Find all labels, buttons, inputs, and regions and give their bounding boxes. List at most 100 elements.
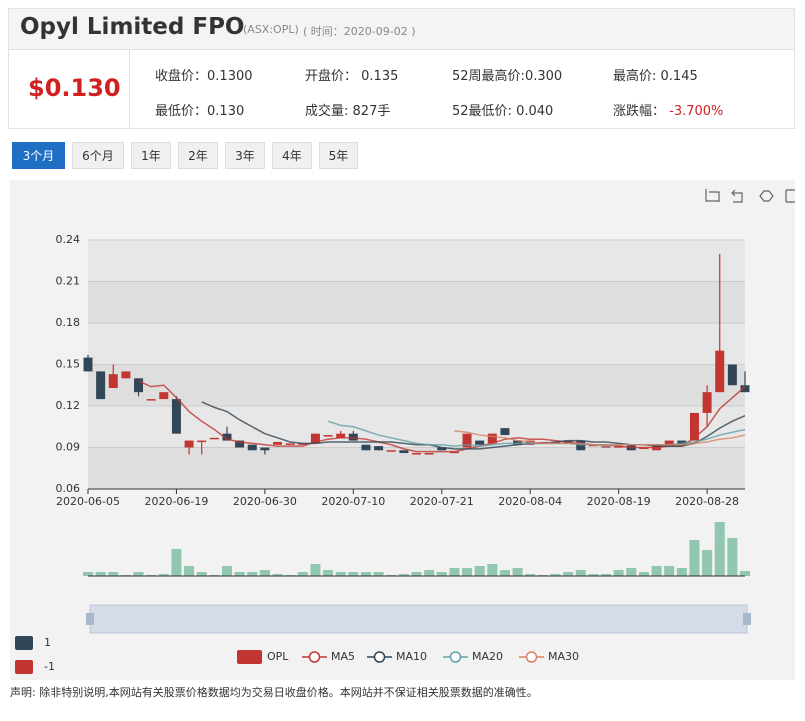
- candle-body: [260, 447, 270, 451]
- volume-bar: [221, 566, 232, 576]
- candle-body: [336, 433, 346, 438]
- volume-bar: [272, 574, 283, 576]
- candle-body: [664, 440, 674, 447]
- candle-body: [386, 450, 396, 452]
- candle-body: [273, 441, 283, 445]
- volume-bar: [373, 572, 384, 576]
- candle-body: [184, 440, 194, 448]
- volume-bar: [449, 568, 460, 576]
- candle-body: [83, 357, 93, 372]
- stat-label: 收盘价：: [155, 69, 208, 84]
- volume-bar: [638, 572, 649, 576]
- candle-body: [475, 440, 485, 445]
- volume-bar: [83, 572, 93, 576]
- candle-body: [399, 450, 409, 454]
- candle-body: [96, 371, 106, 400]
- volume-bar: [398, 574, 409, 576]
- stat-label: 52最低价:: [452, 104, 512, 119]
- volume-bar: [702, 550, 713, 576]
- x-tick-label: 2020-07-10: [321, 495, 385, 508]
- candle-body: [285, 443, 295, 445]
- volume-bar: [575, 570, 586, 576]
- tab[interactable]: 4年: [272, 142, 312, 169]
- stat-label: 开盘价：: [305, 69, 358, 84]
- stat-value: -3.700%: [665, 104, 724, 119]
- volume-bar: [411, 572, 422, 576]
- tab[interactable]: 6个月: [72, 142, 124, 169]
- volume-bar: [613, 570, 624, 576]
- stat-value: 0.1300: [207, 69, 253, 84]
- stat-label: 52周最高价:: [452, 69, 525, 84]
- candle-body: [487, 433, 497, 444]
- volume-bar: [714, 522, 725, 576]
- legend-swatch: [237, 650, 262, 664]
- visual-map-label: 1: [44, 636, 51, 649]
- candle-body: [197, 440, 207, 443]
- candle-body: [374, 446, 384, 451]
- candle-body: [108, 374, 118, 389]
- volume-bar: [133, 572, 144, 576]
- legend-marker: [308, 651, 321, 663]
- divider: [129, 50, 130, 129]
- stat: 开盘价： 0.135: [305, 65, 398, 84]
- volume-bar: [335, 572, 346, 576]
- tab[interactable]: 3年: [225, 142, 265, 169]
- volume-bar: [689, 540, 700, 576]
- volume-bar: [462, 568, 473, 576]
- tab[interactable]: 2年: [178, 142, 218, 169]
- tab[interactable]: 5年: [319, 142, 358, 169]
- toolbox[interactable]: [705, 189, 795, 203]
- disclaimer: 声明: 除非特别说明,本网站有关股票价格数据均为交易日收盘价格。本网站并不保证相…: [10, 686, 538, 699]
- y-tick-label: 0.24: [56, 233, 81, 246]
- legend-marker: [525, 651, 538, 663]
- y-tick-label: 0.18: [56, 316, 81, 329]
- candle-body: [424, 453, 434, 455]
- candle-body: [235, 440, 245, 448]
- ma-line: [201, 401, 746, 450]
- volume-bar: [626, 568, 637, 576]
- restore-icon[interactable]: [759, 190, 774, 202]
- tab[interactable]: 1年: [131, 142, 171, 169]
- zoom-icon[interactable]: [705, 189, 720, 202]
- stat-value: 827手: [348, 104, 391, 119]
- candle-body: [689, 412, 699, 441]
- volume-bar: [360, 572, 371, 576]
- volume-bar: [171, 548, 182, 576]
- volume-bar: [651, 566, 662, 576]
- x-tick-label: 2020-08-04: [498, 495, 562, 508]
- tab[interactable]: 3个月: [12, 142, 65, 169]
- stat-label: 成交量:: [305, 104, 349, 119]
- stat: 收盘价：0.1300: [155, 65, 253, 84]
- volume-bar: [234, 572, 245, 576]
- y-tick-label: 0.12: [56, 399, 81, 412]
- visual-map-label: -1: [44, 660, 55, 673]
- stat: 成交量: 827手: [305, 100, 390, 119]
- visual-map-swatch: [15, 636, 33, 650]
- split-area: [88, 281, 745, 323]
- save-icon[interactable]: [785, 189, 795, 203]
- candle-body: [121, 371, 131, 379]
- price: $0.130: [28, 74, 121, 102]
- candle-body: [209, 437, 219, 440]
- volume-bar: [664, 566, 675, 576]
- volume-bar: [108, 572, 119, 576]
- y-tick-label: 0.06: [56, 482, 81, 495]
- zoom-handle: [743, 613, 751, 625]
- y-tick-label: 0.15: [56, 358, 81, 371]
- volume-bar: [563, 572, 574, 576]
- x-tick-label: 2020-08-19: [587, 495, 651, 508]
- volume-bar: [348, 572, 359, 576]
- legend-label: MA10: [396, 650, 427, 663]
- volume-bar: [487, 564, 498, 576]
- stat-label: 最高价:: [613, 69, 657, 84]
- split-area: [88, 240, 745, 282]
- volume-bar: [310, 564, 321, 576]
- legend-label: MA30: [548, 650, 579, 663]
- candle-body: [361, 444, 371, 451]
- volume-bar: [588, 574, 599, 576]
- back-icon[interactable]: [731, 189, 743, 203]
- volume-bar: [297, 572, 308, 576]
- volume-bar: [436, 572, 447, 576]
- x-tick-label: 2020-08-28: [675, 495, 739, 508]
